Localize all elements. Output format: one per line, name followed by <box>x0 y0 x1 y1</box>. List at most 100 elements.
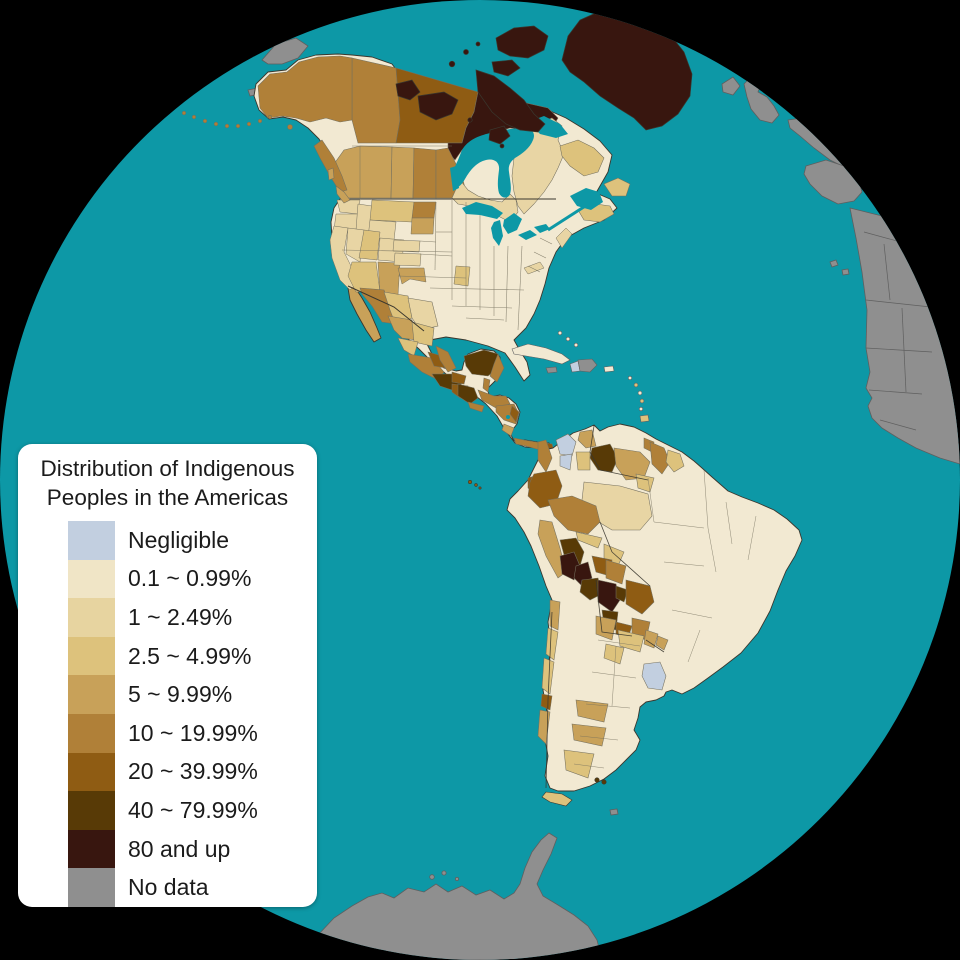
region-acre <box>575 531 603 549</box>
region-southampton-island <box>488 125 511 145</box>
region-devon-island <box>491 59 521 77</box>
region-chile-north <box>549 599 561 631</box>
legend-swatch-20 <box>68 752 115 792</box>
legend-swatch-80 <box>68 829 115 869</box>
region-ireland <box>721 76 741 96</box>
legend-row: 80 and up <box>18 829 317 869</box>
region-south-georgia <box>609 808 619 816</box>
region-jamaica <box>545 366 558 374</box>
lake-winnipeg <box>450 166 459 191</box>
falkland-islet <box>601 779 607 785</box>
brazil-argentina-state-lines <box>573 469 757 769</box>
region-costa-rica <box>501 423 515 437</box>
region-alaska <box>257 55 353 123</box>
region-canary-islands <box>829 259 850 276</box>
legend-label: No data <box>128 874 209 901</box>
region-choco <box>537 439 553 473</box>
region-atacama <box>545 627 559 661</box>
legend-swatch-0-1 <box>68 559 115 599</box>
legend-swatch-negligible <box>68 521 115 560</box>
lake-huron <box>503 213 522 234</box>
region-loreto <box>547 495 601 535</box>
region-ellesmere-island <box>495 25 549 59</box>
antilles-islet <box>633 382 639 388</box>
antilles-islet <box>627 375 632 380</box>
region-belize <box>482 377 491 393</box>
lake-nicaragua <box>506 415 510 419</box>
region-nicaragua-east <box>509 405 520 423</box>
region-honduras <box>477 389 511 409</box>
legend-label: 10 ~ 19.99% <box>128 719 258 746</box>
region-cuba <box>511 343 571 365</box>
region-sinaloa-durango <box>387 315 417 341</box>
legend-swatch-40 <box>68 791 115 830</box>
arctic-islands <box>395 9 693 149</box>
arctic-islet <box>448 60 456 68</box>
region-santa-cruz-argentina <box>563 749 595 779</box>
legend-row: 2.5 ~ 4.99% <box>18 636 317 676</box>
vancouver-island <box>335 185 351 204</box>
kodiak-island <box>287 124 293 130</box>
region-uruguay <box>641 661 667 691</box>
legend-row: 20 ~ 39.99% <box>18 752 317 792</box>
region-araucania <box>540 693 553 711</box>
region-yukon <box>351 57 401 144</box>
antarctic-islet <box>429 874 435 880</box>
mexico-central-america-regions <box>359 287 555 452</box>
region-trinidad <box>639 414 650 423</box>
state-border-lines <box>341 145 553 331</box>
galapagos-islet <box>467 479 472 484</box>
region-chile-central <box>541 657 555 695</box>
legend-rows: Negligible 0.1 ~ 0.99% 1 ~ 2.49% 2.5 ~ 4… <box>18 521 317 907</box>
lake-michigan <box>491 220 503 246</box>
region-montana <box>369 199 415 223</box>
legend-label: Negligible <box>128 526 230 553</box>
bahamas-islet <box>557 330 563 336</box>
region-victoria-island <box>417 91 459 121</box>
region-suriname <box>665 449 685 473</box>
legend-label: 80 and up <box>128 835 231 862</box>
antilles-islet <box>637 390 643 396</box>
lake-ontario <box>534 224 550 233</box>
region-maine <box>555 227 573 249</box>
region-zacatecas <box>411 321 435 347</box>
lake-erie <box>518 230 537 240</box>
arctic-islet <box>467 117 473 123</box>
legend-row: 40 ~ 79.99% <box>18 791 317 830</box>
lake-superior <box>462 202 503 219</box>
south-america-regions <box>527 429 685 779</box>
legend-row: 10 ~ 19.99% <box>18 713 317 753</box>
region-tabasco <box>451 371 467 385</box>
alaska-regions <box>182 55 353 204</box>
arctic-islet <box>475 41 481 47</box>
legend-panel: Distribution of Indigenous Peoples in th… <box>18 444 317 907</box>
antarctic-islet <box>441 870 447 876</box>
southern-islands <box>467 479 607 807</box>
region-el-salvador <box>467 401 485 413</box>
region-veracruz <box>435 345 457 373</box>
country-borders <box>340 198 556 332</box>
region-banks-island <box>395 79 421 101</box>
haida-gwaii <box>327 167 335 181</box>
region-guatemala <box>457 383 479 405</box>
region-chubut <box>571 723 607 747</box>
region-north-dakota <box>411 201 437 219</box>
gulf-of-st-lawrence <box>570 188 603 210</box>
region-quintana-roo <box>489 353 505 383</box>
legend-swatch-10 <box>68 713 115 753</box>
region-saskatchewan <box>412 147 437 199</box>
region-labrador <box>559 139 605 177</box>
legend-label: 5 ~ 9.99% <box>128 681 233 708</box>
region-ecuador <box>527 469 563 509</box>
region-santiago-del-estero <box>603 643 625 665</box>
region-santa-cruz <box>625 579 655 615</box>
region-kansas <box>393 252 422 267</box>
region-oklahoma <box>397 267 427 285</box>
region-nebraska <box>392 239 421 253</box>
legend-title: Distribution of Indigenous Peoples in th… <box>18 454 317 512</box>
region-guyana <box>649 441 671 475</box>
region-baffin-island <box>475 69 546 133</box>
region-newfoundland <box>603 177 631 197</box>
region-baja-california <box>347 285 382 343</box>
legend-row: 0.1 ~ 0.99% <box>18 559 317 599</box>
